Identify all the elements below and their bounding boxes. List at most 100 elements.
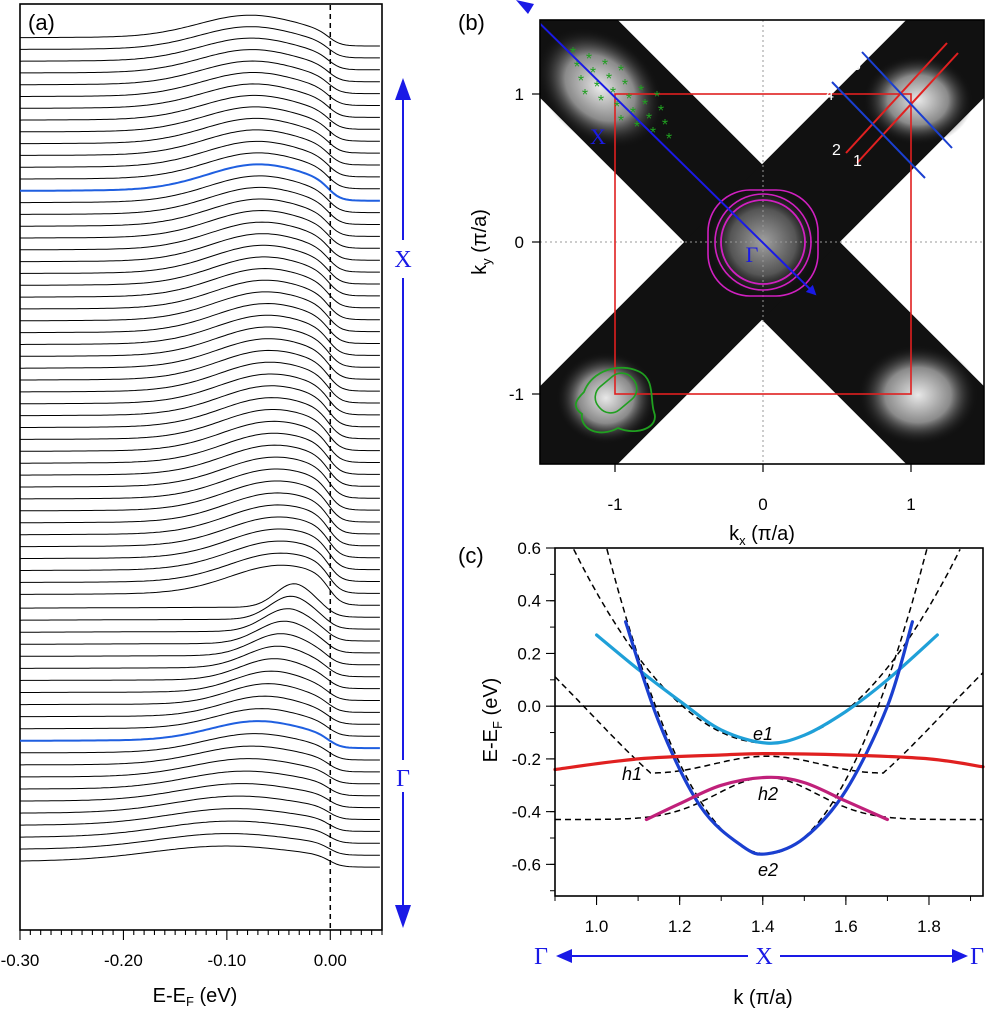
edc-curve <box>20 361 380 404</box>
edc-curve <box>20 186 380 225</box>
edc-curve <box>20 468 380 511</box>
panel-c-y-axis-label: E-EF (eV) <box>480 678 505 763</box>
edc-curve <box>20 670 380 701</box>
fermi-point-star: * <box>642 97 648 114</box>
edc-curve <box>20 314 380 356</box>
edc-curve <box>20 608 380 642</box>
edc-curve <box>20 620 380 654</box>
tick-label: 1.6 <box>834 917 858 936</box>
edc-curve <box>20 745 380 773</box>
label-gamma-point-map: Γ <box>746 242 759 267</box>
arrow-tail-head <box>516 0 534 14</box>
edc-curve <box>19 795 380 820</box>
band-label-h1: h1 <box>622 764 642 784</box>
edc-curve <box>20 26 380 59</box>
panel-c-dashed-fits <box>554 548 984 855</box>
edc-curve <box>20 758 380 785</box>
tick-label: -0.30 <box>1 951 40 970</box>
tick-label: 1.4 <box>751 917 775 936</box>
fermi-point-star: * <box>594 79 600 96</box>
tick-label: -0.6 <box>512 855 541 874</box>
edc-curve <box>20 209 380 249</box>
x-to-gamma-arrow <box>540 22 817 296</box>
edc-curve <box>19 552 380 594</box>
panel-a-frame <box>19 3 383 931</box>
edc-curve <box>20 683 380 713</box>
fermi-point-star: * <box>582 87 588 104</box>
panel-b-label: (b) <box>458 10 485 35</box>
band-h1 <box>553 751 985 772</box>
cut-line-3 <box>861 51 953 149</box>
panel-a-label: (a) <box>28 10 55 35</box>
edc-curve <box>20 106 380 142</box>
fermi-point-star: * <box>614 99 620 116</box>
fermi-point-star: * <box>662 117 668 134</box>
svg-text:0: 0 <box>515 233 524 252</box>
svg-text:0: 0 <box>758 495 767 514</box>
edc-curve <box>20 14 380 47</box>
fermi-point-star: * <box>610 85 616 102</box>
edc-curve <box>20 770 380 797</box>
dir-label-gamma-right: Γ <box>970 944 984 970</box>
edc-curve <box>20 397 380 440</box>
edc-curve <box>20 140 380 178</box>
panel-b-y-ticks: 1 0 -1 <box>509 85 540 404</box>
svg-text:-1: -1 <box>607 495 622 514</box>
edc-curve <box>20 291 380 333</box>
edc-curve <box>20 583 380 618</box>
fermi-surface-map: ************************** <box>540 20 984 464</box>
panel-a-x-axis-label: E-EF (eV) <box>153 985 238 1009</box>
cut-line-2 <box>845 42 948 154</box>
edc-curve <box>20 117 380 154</box>
tick-label: 0.6 <box>517 539 541 558</box>
tick-label: 0.4 <box>517 592 541 611</box>
edc-curve <box>20 326 380 368</box>
fermi-point-star: * <box>590 65 596 82</box>
edc-curve <box>19 94 380 130</box>
edc-curve <box>20 385 380 428</box>
fermi-point-star: * <box>586 51 592 68</box>
edc-curve <box>20 83 380 118</box>
tick-label: 1.0 <box>585 917 609 936</box>
edc-curve <box>20 432 380 475</box>
edc-curve <box>20 373 380 416</box>
tick-label: 0.2 <box>517 644 541 663</box>
fermi-point-star: * <box>654 89 660 106</box>
label-x-point: X <box>394 247 411 273</box>
edc-curve <box>20 504 380 547</box>
edc-curve <box>20 456 380 499</box>
svg-text:1: 1 <box>906 495 915 514</box>
band-label-h2: h2 <box>758 784 778 804</box>
panel-c-axes: 1.0 1.2 1.4 1.6 1.8 0.6 0.4 0.2 0.0 -0.2 -0.4 -0.6 <box>512 539 983 936</box>
svg-text:1: 1 <box>515 85 524 104</box>
panel-c-x-axis-label: k (π/a) <box>733 987 792 1009</box>
edc-curve <box>19 833 380 856</box>
panel-b: (b) ************************** <box>458 0 985 548</box>
green-pocket-contour <box>574 366 656 434</box>
cut-label-3: 3 <box>852 57 861 74</box>
dir-label-x: X <box>755 944 772 970</box>
edc-curves <box>19 14 380 868</box>
fermi-point-star: * <box>618 113 624 130</box>
edc-curve <box>20 645 380 678</box>
fermi-point-star: * <box>598 93 604 110</box>
edc-curve <box>20 733 380 761</box>
edc-curve <box>20 820 380 844</box>
fermi-point-star: * <box>626 91 632 108</box>
edc-curve <box>20 695 380 725</box>
fermi-point-star: * <box>634 119 640 136</box>
edc-curve <box>20 152 380 190</box>
cut-line-4 <box>831 81 926 179</box>
band-e1 <box>595 633 939 745</box>
edc-curve <box>20 129 380 166</box>
edc-curve <box>20 420 380 463</box>
band-label-e2: e2 <box>758 860 778 880</box>
band-label-e1: e1 <box>753 724 773 744</box>
fermi-point-star: * <box>630 105 636 122</box>
edc-curve <box>19 658 380 690</box>
edc-curve <box>20 808 380 832</box>
edc-curve <box>20 256 380 297</box>
edc-curve <box>20 540 380 582</box>
edc-curve <box>20 49 380 83</box>
